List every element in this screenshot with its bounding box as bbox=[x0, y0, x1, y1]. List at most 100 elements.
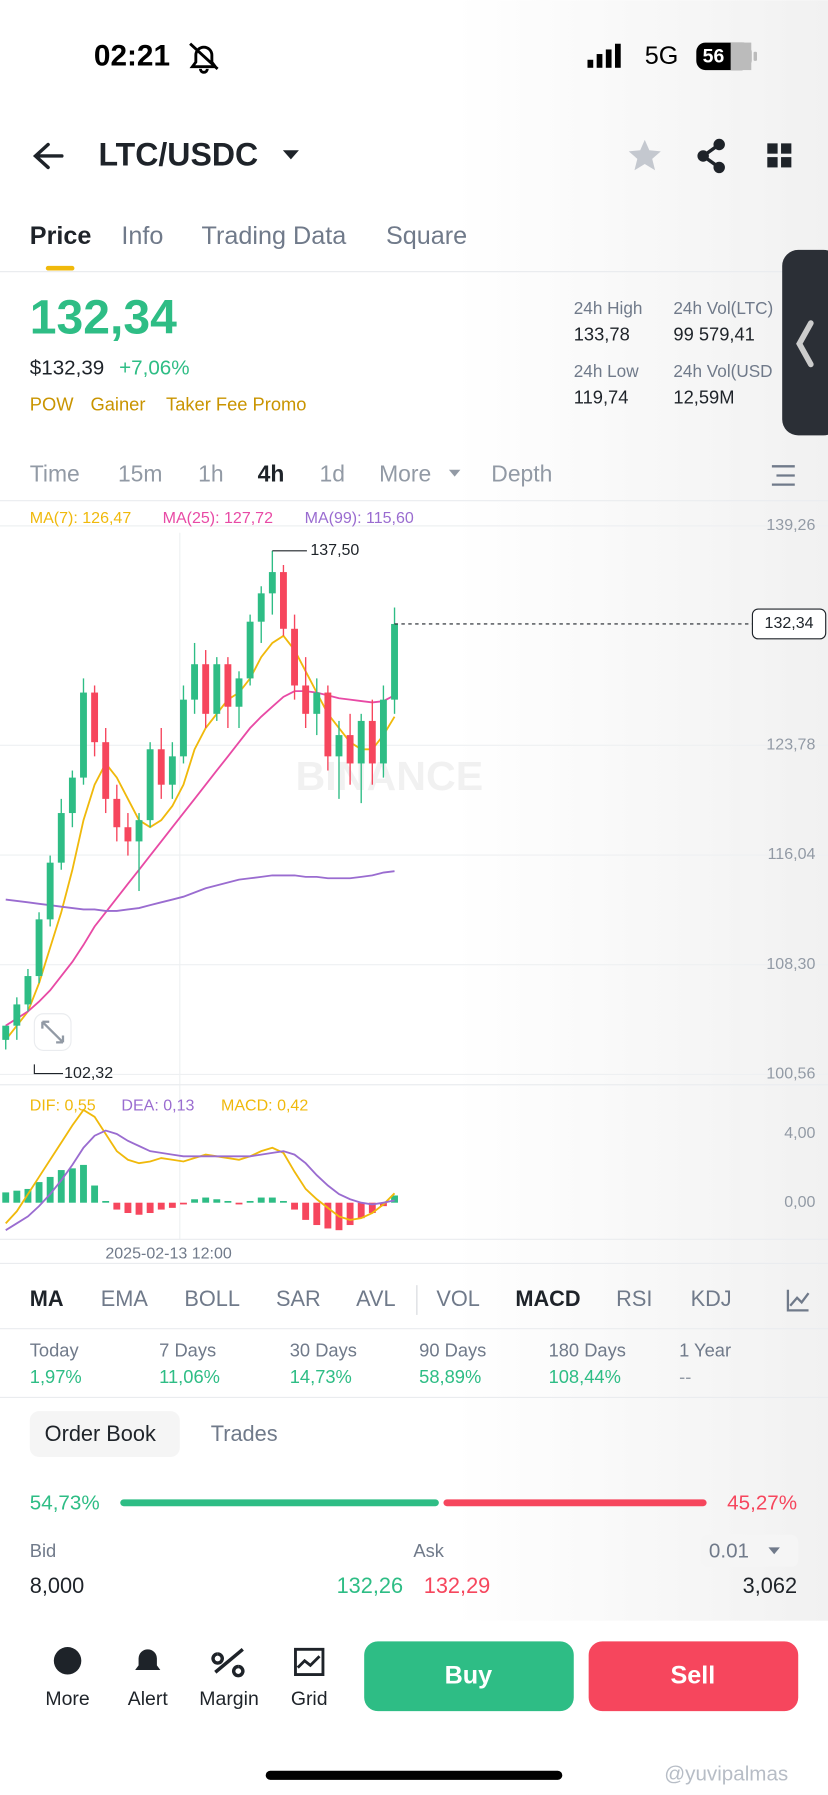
nav-label[interactable]: Alert bbox=[128, 1688, 169, 1710]
tab-pill bbox=[29, 1411, 180, 1457]
stat-value: 119,74 bbox=[574, 387, 629, 408]
macd-bar bbox=[302, 1202, 310, 1220]
interval[interactable]: 1d bbox=[320, 461, 345, 487]
precision-box[interactable] bbox=[700, 1534, 799, 1567]
indicator[interactable]: BOLL bbox=[184, 1286, 240, 1311]
indicator[interactable]: MACD bbox=[515, 1286, 580, 1311]
interval[interactable]: 1h bbox=[198, 461, 223, 487]
macd-bar bbox=[235, 1202, 243, 1205]
period-label: Today bbox=[30, 1339, 80, 1360]
pair-title[interactable]: LTC/USDC bbox=[98, 137, 258, 173]
candle-body bbox=[235, 678, 243, 707]
last-price-box bbox=[751, 608, 827, 640]
candle-body bbox=[91, 692, 99, 743]
interval[interactable]: 15m bbox=[118, 461, 163, 487]
candle-body bbox=[113, 798, 121, 828]
candle-body bbox=[280, 572, 287, 629]
signal-bar bbox=[587, 59, 594, 68]
buy-label[interactable]: Buy bbox=[445, 1661, 493, 1689]
book-tab[interactable]: Trades bbox=[211, 1421, 278, 1446]
stat-label: 24h Vol(USD bbox=[673, 361, 772, 381]
fiat-price: $132,39 bbox=[30, 356, 105, 379]
grid-menu[interactable] bbox=[767, 143, 792, 168]
status-icons bbox=[189, 42, 757, 74]
home-indicator bbox=[265, 1770, 563, 1780]
ask-price: 132,29 bbox=[424, 1573, 491, 1598]
period-label: 30 Days bbox=[290, 1339, 357, 1360]
stat-label: 24h Low bbox=[574, 361, 639, 381]
legend-entry: MACD: 0,42 bbox=[221, 1097, 308, 1115]
signal-bar bbox=[596, 54, 603, 68]
legend-entry: DIF: 0,55 bbox=[30, 1097, 96, 1115]
grid-icon[interactable] bbox=[294, 1647, 325, 1676]
low-label: 102,32 bbox=[64, 1064, 113, 1082]
tab[interactable]: Square bbox=[386, 222, 467, 250]
nav-label[interactable]: Margin bbox=[199, 1688, 258, 1710]
macd-bar bbox=[113, 1202, 121, 1210]
macd-bar bbox=[157, 1202, 165, 1210]
candle-body bbox=[168, 756, 176, 785]
indicator-settings[interactable] bbox=[786, 1289, 810, 1312]
indicator[interactable]: SAR bbox=[276, 1286, 321, 1311]
macd-bar bbox=[368, 1202, 376, 1214]
sell-label[interactable]: Sell bbox=[670, 1661, 715, 1689]
ma-line bbox=[5, 870, 395, 912]
indicator[interactable]: RSI bbox=[616, 1286, 652, 1311]
macd-bar bbox=[324, 1202, 332, 1229]
last-price-label: 132,34 bbox=[765, 614, 814, 632]
interval[interactable]: 4h bbox=[258, 461, 285, 487]
favorite-star[interactable] bbox=[628, 139, 661, 171]
macd-bar bbox=[24, 1188, 32, 1203]
y-tick-label: 108,30 bbox=[766, 955, 815, 973]
grid-cell bbox=[781, 157, 792, 168]
watermark: @yuvipalmas bbox=[664, 1763, 788, 1786]
candle-body bbox=[35, 919, 43, 977]
side-panel[interactable] bbox=[782, 249, 828, 436]
grid-cell bbox=[767, 157, 778, 168]
network-type: 5G bbox=[645, 42, 679, 70]
nav-label[interactable]: More bbox=[45, 1688, 89, 1710]
candle-body bbox=[191, 664, 199, 700]
tab[interactable]: Trading Data bbox=[202, 222, 348, 250]
interval[interactable]: Time bbox=[30, 461, 80, 487]
candle-body bbox=[146, 749, 154, 821]
stat-label: 24h High bbox=[574, 298, 643, 318]
indicator[interactable]: VOL bbox=[436, 1286, 480, 1311]
tab[interactable]: Price bbox=[30, 222, 92, 250]
book-tab[interactable]: Order Book bbox=[45, 1421, 156, 1446]
candle-body bbox=[224, 664, 232, 707]
macd-bar bbox=[346, 1202, 354, 1226]
candle-body bbox=[2, 1025, 10, 1040]
period-change: 58,89% bbox=[419, 1366, 481, 1387]
tab[interactable]: Info bbox=[121, 222, 163, 250]
stat-value: 99 579,41 bbox=[673, 324, 754, 345]
nav-icons bbox=[53, 1647, 325, 1678]
buy-button[interactable] bbox=[364, 1641, 574, 1712]
more-icon[interactable] bbox=[53, 1647, 82, 1675]
precision-value[interactable]: 0.01 bbox=[709, 1539, 749, 1562]
share-button[interactable] bbox=[697, 138, 725, 174]
back-button[interactable] bbox=[32, 142, 64, 170]
indicator[interactable]: KDJ bbox=[691, 1286, 732, 1311]
interval[interactable]: More bbox=[379, 461, 431, 487]
stat-label: 24h Vol(LTC) bbox=[673, 298, 773, 318]
battery-empty bbox=[730, 42, 752, 71]
pair-dropdown[interactable] bbox=[282, 150, 299, 160]
ask-ratio-bar bbox=[443, 1499, 707, 1507]
interval[interactable]: Depth bbox=[491, 461, 552, 487]
chart-settings[interactable] bbox=[771, 465, 795, 486]
macd-bar bbox=[280, 1200, 287, 1203]
indicator[interactable]: MA bbox=[30, 1286, 64, 1311]
indicator[interactable]: AVL bbox=[356, 1286, 395, 1311]
ask-quantity: 3,062 bbox=[743, 1573, 797, 1598]
indicator[interactable]: EMA bbox=[101, 1286, 149, 1311]
margin-icon[interactable] bbox=[211, 1648, 245, 1678]
alert-icon[interactable] bbox=[135, 1649, 161, 1670]
candle-body bbox=[157, 749, 165, 785]
macd-bar bbox=[191, 1199, 199, 1203]
macd-bar bbox=[102, 1200, 110, 1203]
nav-label[interactable]: Grid bbox=[291, 1688, 328, 1710]
sell-button[interactable] bbox=[588, 1641, 799, 1712]
